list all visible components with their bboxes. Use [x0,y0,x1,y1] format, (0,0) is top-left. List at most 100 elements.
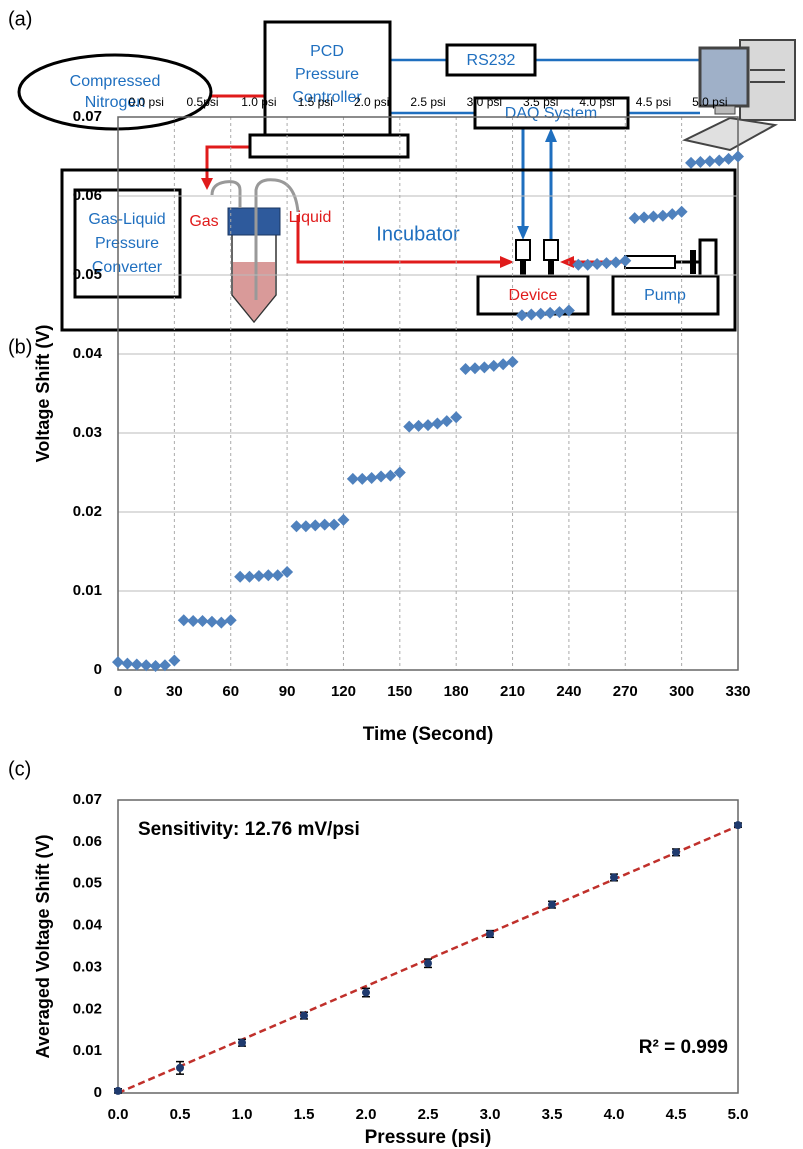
pressure-label: 3.0 psi [467,95,502,109]
pressure-label: 1.5 psi [298,95,333,109]
node-label: Incubator [376,223,460,245]
data-point [238,1038,246,1047]
plot-frame [117,799,739,1094]
red-line [296,215,503,264]
data-point [424,959,432,968]
data-point [534,307,547,320]
port [543,239,559,261]
data-point [375,470,388,483]
rs232-node [445,43,537,77]
node-label: RS232 [467,52,516,69]
x-tick-label: 210 [500,683,525,700]
incubator-frame [60,168,737,332]
node-label: Device [509,287,558,304]
y-tick-label: 0.02 [73,1000,102,1017]
data-point [262,569,275,582]
x-tick-label: 270 [613,683,638,700]
node-label: Converter [92,259,163,276]
data-point [544,306,557,319]
y-tick-label: 0.04 [73,917,103,934]
nitrogen-node [17,53,213,131]
data-point [271,569,284,582]
data-point [610,873,618,882]
y-tick-label: 0.02 [73,503,102,520]
x-tick-label: 330 [725,683,750,700]
data-point [112,656,124,669]
data-point [318,518,331,531]
data-point [506,355,519,368]
node-label: Nitrogen [85,94,145,111]
node-label: Liquid [289,209,332,226]
data-point [337,513,350,526]
data-point [252,569,265,582]
data-point [548,900,556,909]
node-label: Pressure [295,66,359,83]
data-point [177,614,190,627]
y-tick-label: 0.06 [73,187,102,204]
data-point [121,657,134,670]
data-point [168,654,181,667]
data-point [638,211,651,224]
data-point [205,615,218,628]
data-point [553,306,566,319]
data-point [362,988,370,997]
node-label: Controller [292,89,362,106]
pump-node [611,274,720,316]
x-tick-label: 0.5 [170,1106,191,1123]
data-point [234,570,247,583]
y-axis-title: Averaged Voltage Shift (V) [33,834,53,1058]
data-point [619,254,632,267]
x-tick-label: 1.5 [294,1106,315,1123]
data-point [572,258,585,271]
data-point [703,155,716,168]
x-tick-label: 150 [387,683,412,700]
node-label: DAQ System [505,105,597,122]
panel-label: (b) [8,336,32,358]
data-point [412,419,425,432]
node-label: PCD [310,43,344,60]
diagram: (a) Compressed Nitrogen PCD Pressure Con… [8,8,796,332]
data-point [562,304,575,317]
x-tick-label: 2.5 [418,1106,439,1123]
y-tick-label: 0.03 [73,958,102,975]
arrow [201,178,213,190]
y-tick-label: 0.07 [73,108,102,125]
node-label: Pressure [95,235,159,252]
arrow [560,256,574,268]
y-tick-label: 0 [94,1084,102,1101]
y-axis-title: Voltage Shift (V) [33,325,53,463]
data-point [722,152,735,165]
data-point [450,411,463,424]
data-point [356,472,369,485]
y-tick-label: 0.01 [73,1042,102,1059]
pressure-label: 4.0 psi [579,95,614,109]
x-tick-label: 60 [222,683,239,700]
data-point [215,616,228,629]
daq-node [473,96,630,130]
data-point [685,156,698,169]
data-point [346,472,359,485]
node-label: Compressed [70,73,161,90]
data-point [734,821,742,830]
data-point [666,208,679,221]
computer-icon [681,39,796,152]
y-tick-label: 0.01 [73,582,102,599]
data-point [431,417,444,430]
y-tick-label: 0.07 [73,791,102,808]
x-tick-label: 3.5 [542,1106,563,1123]
pcd-node [263,20,392,137]
x-tick-label: 0.0 [108,1106,129,1123]
y-tick-label: 0.05 [73,875,102,892]
data-point [114,1086,122,1095]
data-point [440,415,453,428]
data-point [384,469,397,482]
x-tick-label: 90 [279,683,296,700]
arrow [517,226,529,240]
data-point [290,520,303,533]
red-line [205,145,250,180]
data-point [309,519,322,532]
x-axis-title: Time (Second) [363,724,494,745]
data-point [281,566,294,579]
node-label: Pump [644,287,686,304]
